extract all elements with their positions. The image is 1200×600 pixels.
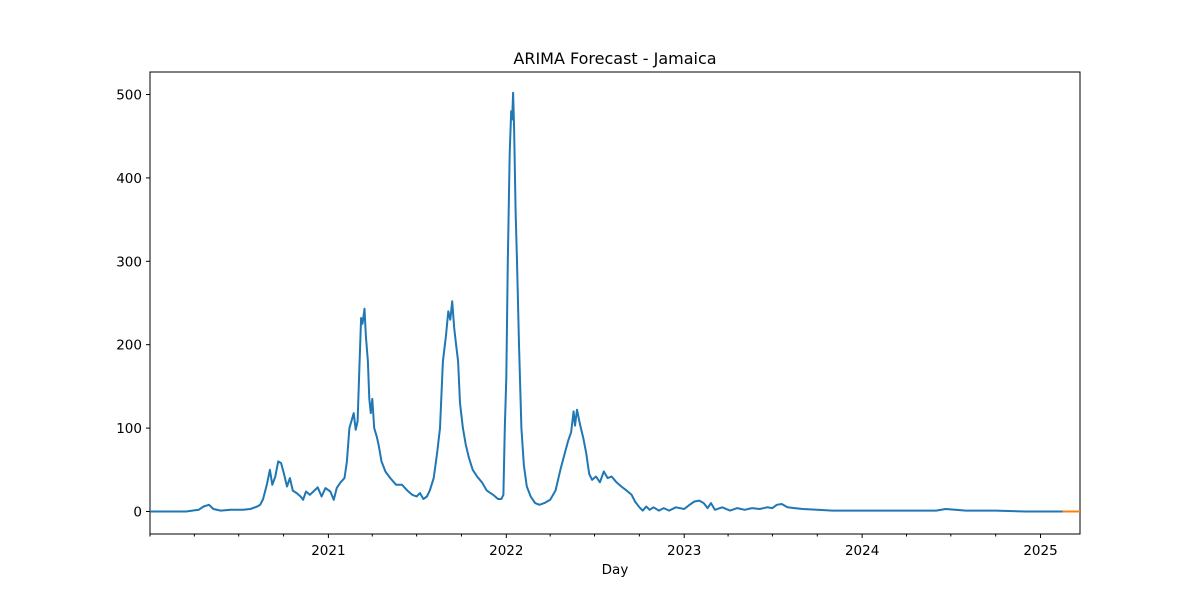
y-axis: 0 100 200 300 400 500 [116, 88, 150, 520]
y-tick-label: 300 [116, 254, 142, 270]
series-layer [150, 91, 1080, 513]
y-tick-label: 500 [116, 88, 142, 104]
y-tick-label: 0 [133, 504, 142, 520]
plot-frame [149, 71, 1081, 535]
y-tick-label: 200 [116, 338, 142, 354]
chart-title: ARIMA Forecast - Jamaica [513, 49, 716, 68]
x-tick-label: 2023 [667, 543, 701, 559]
x-axis: 2021 2022 2023 2024 2025 [149, 534, 1058, 559]
x-tick-label: 2025 [1023, 543, 1057, 559]
y-tick-label: 100 [116, 421, 142, 437]
x-tick-label: 2022 [489, 543, 523, 559]
x-tick-label: 2024 [845, 543, 879, 559]
x-axis-label: Day [602, 562, 629, 578]
x-tick-label: 2021 [311, 543, 345, 559]
y-tick-label: 400 [116, 171, 142, 187]
series-line-1 [150, 91, 1063, 513]
